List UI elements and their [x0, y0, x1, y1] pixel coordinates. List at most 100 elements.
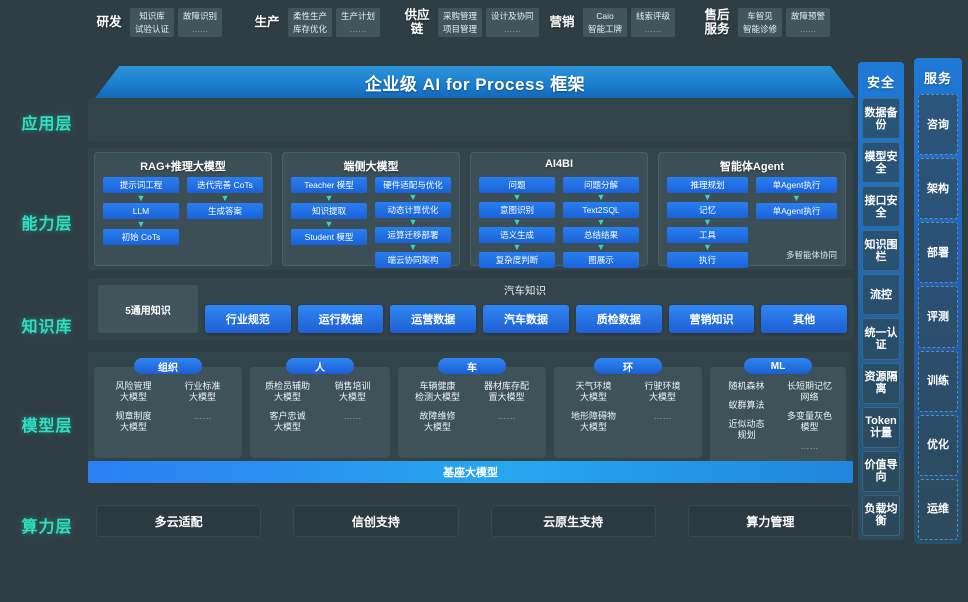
capability-node[interactable]: 复杂度判断: [479, 252, 555, 268]
service-rail-item[interactable]: 训练: [918, 350, 958, 412]
application-cell-group[interactable]: 采购管理 项目管理: [438, 7, 483, 37]
compute-item[interactable]: 多云适配: [96, 505, 262, 537]
model-item[interactable]: ……: [653, 411, 672, 421]
security-rail-item[interactable]: 数据备份: [862, 98, 900, 140]
service-rail-item[interactable]: 评测: [918, 286, 958, 348]
security-rail-item[interactable]: Token计量: [862, 406, 900, 448]
compute-item[interactable]: 信创支持: [293, 505, 459, 537]
service-rail-item[interactable]: 架构: [918, 158, 958, 220]
application-cell-group[interactable]: 知识库 试验认证: [130, 7, 175, 37]
model-item[interactable]: 多变量灰色 模型: [786, 411, 832, 432]
service-rail-item[interactable]: 运维: [918, 478, 958, 540]
model-item[interactable]: 故障维修 大模型: [419, 411, 456, 432]
capability-node[interactable]: 单Agent执行: [756, 177, 837, 193]
model-item[interactable]: 风险管理 大模型: [115, 381, 152, 402]
application-group: 生产 柔性生产 库存优化 生产计划……: [250, 0, 381, 44]
model-item[interactable]: 行驶环境 大模型: [644, 381, 681, 402]
model-item[interactable]: ……: [193, 411, 212, 421]
security-rail-item[interactable]: 模型安全: [862, 142, 900, 184]
compute-item[interactable]: 云原生支持: [490, 505, 656, 537]
capability-node[interactable]: Text2SQL: [563, 202, 639, 218]
capability-node[interactable]: 提示词工程: [103, 177, 179, 193]
service-rail-item[interactable]: 咨询: [918, 94, 958, 156]
model-item[interactable]: 行业标准 大模型: [184, 381, 221, 402]
capability-node[interactable]: 动态计算优化: [375, 202, 451, 218]
capability-node[interactable]: 推理规划: [667, 177, 748, 193]
knowledge-tag[interactable]: 运营数据: [390, 305, 477, 333]
knowledge-tag[interactable]: 汽车数据: [483, 305, 569, 333]
arrow-down-icon: ▼: [220, 192, 230, 203]
security-rail-item[interactable]: 负载均衡: [862, 494, 900, 536]
model-item[interactable]: ……: [343, 411, 362, 421]
capability-node[interactable]: LLM: [103, 203, 179, 219]
compute-item[interactable]: 算力管理: [687, 505, 853, 537]
model-group-pill[interactable]: ML: [744, 358, 812, 374]
capability-node[interactable]: 迭代完善 CoTs: [187, 177, 263, 193]
model-group-pill[interactable]: 人: [286, 358, 354, 374]
capability-node[interactable]: 端云协同架构: [375, 252, 451, 268]
capability-node[interactable]: 生成答案: [187, 203, 263, 219]
model-column: 天气环境 大模型 地形障碍物 大模型: [562, 381, 625, 452]
service-rail-item[interactable]: 优化: [918, 414, 958, 476]
capability-node[interactable]: Student 模型: [291, 229, 367, 245]
application-cell-group[interactable]: Caio 智能工牌: [583, 7, 628, 37]
application-cell: 试验认证: [135, 23, 170, 34]
security-rail-item[interactable]: 资源隔离: [862, 362, 900, 404]
model-group-pill[interactable]: 环: [594, 358, 662, 374]
knowledge-tag[interactable]: 运行数据: [297, 305, 384, 333]
model-item[interactable]: 质检员辅助 大模型: [264, 381, 310, 402]
application-cell-group[interactable]: 生产计划 ……: [336, 7, 381, 37]
service-rail-item[interactable]: 部署: [918, 222, 958, 284]
capability-node[interactable]: 意图识别: [479, 202, 555, 218]
capability-node[interactable]: 图展示: [563, 252, 639, 268]
capability-node[interactable]: 问题: [479, 177, 555, 193]
capability-node[interactable]: 问题分解: [563, 177, 639, 193]
capability-node[interactable]: 知识提取: [291, 203, 367, 219]
capability-node[interactable]: Teacher 模型: [291, 177, 367, 193]
capability-node[interactable]: 工具: [667, 227, 748, 243]
model-item[interactable]: 近似动态 规划: [728, 419, 765, 440]
model-item[interactable]: 车辆健康 检测大模型: [414, 381, 460, 402]
application-cell-group[interactable]: 车智见 智能诊修: [738, 7, 783, 37]
capability-node[interactable]: 语义生成: [479, 227, 555, 243]
security-rail-item[interactable]: 知识围栏: [862, 230, 900, 272]
application-cell-group[interactable]: 线索评级 ……: [631, 7, 676, 37]
application-cell-group[interactable]: 设计及协同 ……: [486, 7, 539, 37]
security-rail-item[interactable]: 价值导向: [862, 450, 900, 492]
base-model-bar[interactable]: 基座大模型: [88, 461, 853, 483]
model-item[interactable]: ……: [800, 441, 819, 451]
model-item[interactable]: 器材库存配 置大模型: [483, 381, 529, 402]
model-item[interactable]: 客户忠诚 大模型: [269, 411, 306, 432]
model-item[interactable]: 长短期记忆 网络: [786, 381, 832, 402]
model-item[interactable]: 蚁群算法: [728, 400, 765, 410]
application-cell-group[interactable]: 故障预警 ……: [786, 7, 831, 37]
security-rail-item[interactable]: 流控: [862, 274, 900, 316]
capability-node[interactable]: 总结结果: [563, 227, 639, 243]
security-rail-item[interactable]: 接口安全: [862, 186, 900, 228]
model-group-pill[interactable]: 组织: [134, 358, 202, 374]
model-group-pill[interactable]: 车: [438, 358, 506, 374]
capability-node[interactable]: 执行: [667, 252, 748, 268]
model-item[interactable]: ……: [497, 411, 516, 421]
knowledge-tag[interactable]: 行业规范: [205, 305, 291, 333]
application-cell-group[interactable]: 故障识别 ……: [178, 7, 223, 37]
application-group-title: 供应链: [404, 8, 430, 36]
capability-node[interactable]: 硬件适配与优化: [375, 177, 451, 193]
application-cell-group[interactable]: 柔性生产 库存优化: [288, 7, 333, 37]
model-item[interactable]: 规章制度 大模型: [115, 411, 152, 432]
capability-node[interactable]: 单Agent执行: [756, 203, 837, 219]
capability-node[interactable]: 运算迁移部署: [375, 227, 451, 243]
security-rail-item[interactable]: 统一认证: [862, 318, 900, 360]
model-item[interactable]: 地形障碍物 大模型: [570, 411, 616, 432]
knowledge-tag[interactable]: 质检数据: [575, 305, 662, 333]
model-item[interactable]: 随机森林: [728, 381, 765, 391]
knowledge-tag[interactable]: 其他: [761, 305, 848, 333]
capability-column: 问题 ▼ 意图识别 ▼ 语义生成 ▼ 复杂度判断: [479, 177, 555, 268]
knowledge-general-card[interactable]: 5通用知识: [98, 285, 198, 333]
knowledge-tag[interactable]: 营销知识: [668, 305, 755, 333]
capability-node[interactable]: 记忆: [667, 202, 748, 218]
model-item[interactable]: 销售培训 大模型: [334, 381, 371, 402]
capability-box: 端侧大模型 Teacher 模型 ▼ 知识提取 ▼ Student 模型 硬件适配与优化 ▼ 动…: [282, 152, 460, 268]
model-item[interactable]: 天气环境 大模型: [575, 381, 612, 402]
capability-node[interactable]: 初始 CoTs: [103, 229, 179, 245]
